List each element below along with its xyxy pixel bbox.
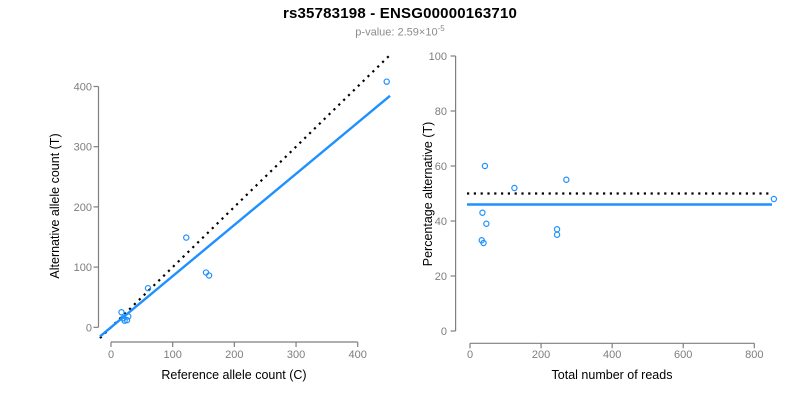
- data-point: [770, 195, 778, 203]
- x-tick-label: 200: [225, 349, 243, 361]
- data-point: [553, 231, 561, 238]
- left-panel-yaxis-title: Alternative allele count (T): [48, 133, 62, 279]
- x-tick-label: 0: [108, 349, 114, 361]
- y-tick-label: 400: [74, 82, 92, 94]
- data-point: [144, 284, 152, 292]
- y-tick-label: 80: [435, 106, 447, 118]
- left-panel-xaxis-title: Reference allele count (C): [161, 368, 307, 382]
- x-tick-label: 100: [164, 349, 182, 361]
- y-tick-label: 0: [441, 326, 447, 338]
- data-point: [205, 272, 213, 279]
- data-point: [125, 313, 132, 320]
- y-tick-label: 0: [86, 322, 92, 334]
- data-point: [553, 226, 561, 233]
- y-tick-label: 100: [429, 51, 447, 63]
- y-tick-label: 40: [435, 216, 447, 228]
- p-value-exponent: -5: [437, 24, 445, 33]
- right-panel-yaxis-title: Percentage alternative (T): [421, 121, 435, 267]
- plot-title: rs35783198 - ENSG00000163710: [282, 5, 518, 22]
- data-point: [511, 184, 518, 192]
- x-tick-label: 0: [467, 349, 473, 361]
- data-point: [202, 269, 210, 276]
- data-point: [481, 162, 489, 170]
- y-tick-label: 300: [74, 142, 92, 154]
- plot-subtitle: p-value: 2.59×10-5: [0, 24, 800, 39]
- y-tick-label: 60: [435, 161, 447, 173]
- data-point: [123, 316, 131, 324]
- x-tick-label: 400: [603, 349, 621, 361]
- right-panel-xaxis-title: Total number of reads: [551, 368, 673, 382]
- data-point: [118, 309, 125, 316]
- data-point: [483, 220, 490, 227]
- x-tick-label: 300: [287, 349, 305, 361]
- data-point: [563, 176, 570, 183]
- y-tick-label: 200: [74, 202, 92, 214]
- data-point: [183, 234, 190, 241]
- identity-line: [99, 54, 391, 339]
- data-point: [383, 78, 390, 85]
- x-tick-label: 200: [532, 349, 550, 361]
- allele-counts-scatter: 0 100 200 300 400 0 100 200 300 400: [74, 54, 391, 361]
- p-value-text: p-value: 2.59×10: [355, 26, 438, 39]
- y-tick-label: 20: [435, 271, 447, 283]
- x-tick-label: 400: [349, 349, 367, 361]
- data-point: [479, 209, 486, 216]
- fit-line: [99, 94, 391, 338]
- x-tick-label: 800: [745, 349, 763, 361]
- percentage-vs-reads-scatter: 0 20 40 60 80 100 0 200 400 600 800: [429, 51, 778, 361]
- data-point: [480, 239, 487, 247]
- x-tick-label: 600: [674, 349, 692, 361]
- y-tick-label: 100: [74, 262, 92, 274]
